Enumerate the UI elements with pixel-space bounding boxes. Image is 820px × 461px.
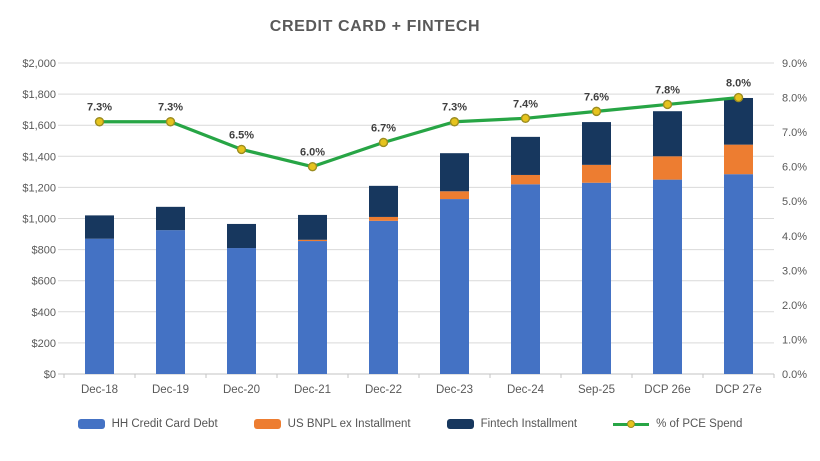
bar-segment-us-bnpl-ex-installment — [298, 239, 327, 242]
line-marker — [378, 137, 389, 148]
line-data-label: 6.0% — [300, 147, 325, 159]
x-axis-category-label: Dec-20 — [223, 384, 260, 396]
right-axis-tick-label: 2.0% — [782, 300, 807, 312]
x-axis-category-label: Sep-25 — [578, 384, 615, 396]
bar-segment-hh-credit-card-debt — [156, 230, 185, 374]
legend-item-fintech-installment: Fintech Installment — [446, 418, 578, 430]
left-axis-tick-label: $600 — [32, 276, 56, 288]
left-axis-tick-label: $1,400 — [22, 151, 56, 163]
line-data-label: 7.3% — [87, 102, 112, 114]
line-data-label: 8.0% — [726, 78, 751, 90]
line-data-label: 7.8% — [655, 84, 680, 96]
bar-segment-fintech-installment — [298, 214, 327, 240]
left-axis-tick-label: $2,000 — [22, 58, 56, 70]
left-axis-tick-label: $0 — [44, 369, 56, 381]
right-axis-tick-label: 9.0% — [782, 58, 807, 70]
left-axis-tick-label: $400 — [32, 307, 56, 319]
legend-item-pct-of-pce-spend: % of PCE Spend — [613, 418, 742, 430]
chart-title: CREDIT CARD + FINTECH — [269, 18, 481, 35]
bar-segment-fintech-installment — [724, 97, 753, 145]
x-axis-category-label: Dec-19 — [152, 384, 189, 396]
line-marker — [236, 144, 247, 155]
bar-segment-hh-credit-card-debt — [440, 199, 469, 374]
chart-legend: HH Credit Card Debt US BNPL ex Installme… — [0, 412, 820, 436]
x-axis-category-label: DCP 27e — [715, 384, 761, 396]
legend-swatch-us-bnpl-ex-installment — [253, 419, 281, 429]
left-axis-tick-label: $1,000 — [22, 214, 56, 226]
legend-label: US BNPL ex Installment — [287, 418, 411, 430]
line-data-label: 6.5% — [229, 129, 254, 141]
left-axis-tick-label: $1,600 — [22, 120, 56, 132]
legend-line-marker-swatch — [613, 420, 650, 428]
left-axis-tick-label: $200 — [32, 338, 56, 350]
bar-segment-hh-credit-card-debt — [724, 174, 753, 374]
line-marker — [165, 117, 176, 127]
bar-segment-us-bnpl-ex-installment — [582, 164, 611, 183]
bar-segment-hh-credit-card-debt — [85, 238, 114, 374]
bar-segment-us-bnpl-ex-installment — [724, 144, 753, 175]
bar-segment-hh-credit-card-debt — [511, 184, 540, 374]
chart-canvas: $2,000 $1,800 $1,600 $1,400 $1,200 $1,000 $800… — [22, 58, 807, 396]
right-axis-tick-label: 5.0% — [782, 196, 807, 208]
line-marker — [591, 106, 602, 117]
line-marker — [94, 117, 105, 127]
right-axis-tick-label: 7.0% — [782, 127, 807, 139]
legend-marker-dot-icon — [627, 420, 636, 428]
bar-segment-hh-credit-card-debt — [653, 179, 682, 374]
legend-swatch-hh-credit-card-debt — [77, 419, 105, 429]
legend-swatch-fintech-installment — [446, 419, 474, 429]
x-axis-category-label: DCP 26e — [644, 384, 690, 396]
bar-segment-us-bnpl-ex-installment — [369, 216, 398, 221]
bar-segment-hh-credit-card-debt — [298, 241, 327, 374]
bar-segment-hh-credit-card-debt — [369, 220, 398, 374]
legend-label: % of PCE Spend — [656, 418, 743, 430]
right-axis-tick-label: 0.0% — [782, 369, 807, 381]
right-axis-tick-label: 1.0% — [782, 334, 807, 346]
bar-segment-fintech-installment — [440, 153, 469, 192]
bar-segment-fintech-installment — [156, 206, 185, 231]
bar-segment-us-bnpl-ex-installment — [511, 174, 540, 185]
right-axis-tick-label: 6.0% — [782, 162, 807, 174]
line-data-label: 7.3% — [442, 102, 467, 114]
bar-segment-fintech-installment — [85, 215, 114, 239]
legend-label: Fintech Installment — [480, 418, 578, 430]
bar-segment-us-bnpl-ex-installment — [440, 191, 469, 200]
line-data-label: 7.3% — [158, 102, 183, 114]
left-axis-tick-label: $800 — [32, 245, 56, 257]
left-axis-tick-label: $1,800 — [22, 89, 56, 101]
line-marker — [733, 92, 744, 103]
bar-segment-fintech-installment — [227, 223, 256, 249]
legend-label: HH Credit Card Debt — [111, 418, 218, 430]
x-axis-category-label: Dec-22 — [365, 384, 402, 396]
line-data-label: 6.7% — [371, 122, 396, 134]
bar-segment-fintech-installment — [369, 185, 398, 217]
bar-segment-hh-credit-card-debt — [582, 182, 611, 374]
legend-item-us-bnpl-ex-installment: US BNPL ex Installment — [253, 418, 411, 430]
bar-segment-fintech-installment — [653, 111, 682, 157]
x-axis-category-label: Dec-24 — [507, 384, 545, 396]
right-axis-tick-label: 4.0% — [782, 231, 807, 243]
bar-segment-us-bnpl-ex-installment — [653, 156, 682, 180]
line-marker — [449, 117, 460, 127]
x-axis-category-label: Dec-18 — [81, 384, 118, 396]
pce-line — [97, 95, 741, 169]
bar-segment-fintech-installment — [582, 122, 611, 165]
line-marker — [662, 99, 673, 110]
line-data-label: 7.6% — [584, 91, 609, 103]
line-marker — [307, 161, 318, 172]
x-axis-category-label: Dec-23 — [436, 384, 473, 396]
bar-segment-hh-credit-card-debt — [227, 248, 256, 374]
legend-item-hh-credit-card-debt: HH Credit Card Debt — [77, 418, 218, 430]
right-axis-tick-label: 3.0% — [782, 265, 807, 277]
right-axis-tick-label: 8.0% — [782, 93, 807, 105]
left-axis-tick-label: $1,200 — [22, 182, 56, 194]
line-marker — [520, 113, 531, 123]
line-data-label: 7.4% — [513, 98, 538, 110]
bar-segment-fintech-installment — [511, 136, 540, 175]
x-axis-category-label: Dec-21 — [294, 384, 331, 396]
